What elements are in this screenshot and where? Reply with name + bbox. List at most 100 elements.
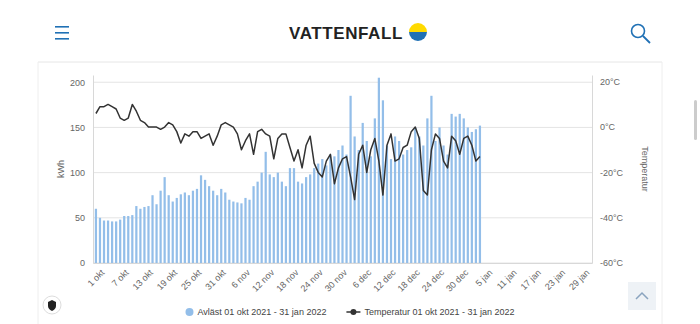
tick: 24 nov bbox=[299, 263, 326, 294]
bar bbox=[402, 155, 404, 263]
bar bbox=[111, 221, 113, 263]
bar bbox=[168, 195, 170, 263]
bar bbox=[172, 202, 174, 263]
bar bbox=[224, 193, 226, 264]
y-axis: 050100150200 bbox=[70, 76, 94, 269]
menu-icon-line bbox=[55, 38, 69, 40]
bar bbox=[479, 126, 481, 263]
bar bbox=[265, 152, 267, 263]
tick-label: 0 bbox=[80, 258, 85, 268]
tick-label: 30 nov bbox=[323, 267, 350, 294]
bar bbox=[317, 164, 319, 263]
bar-series bbox=[95, 78, 481, 263]
bar bbox=[123, 216, 125, 263]
tick: 12 dec bbox=[371, 263, 398, 294]
bar bbox=[164, 177, 166, 263]
bar bbox=[159, 191, 161, 263]
plot-area bbox=[95, 78, 481, 263]
tick: -40°C bbox=[592, 213, 624, 223]
bar bbox=[135, 206, 137, 263]
tick: 24 dec bbox=[420, 263, 447, 294]
bar bbox=[200, 175, 202, 263]
tick: 1 okt bbox=[86, 263, 107, 288]
tick-label: 7 okt bbox=[110, 267, 131, 288]
line bbox=[96, 104, 480, 199]
tick-label: 23 jan bbox=[543, 267, 567, 291]
tick: 18 dec bbox=[396, 263, 423, 294]
bar bbox=[257, 182, 259, 263]
bar bbox=[285, 186, 287, 263]
bar bbox=[325, 165, 327, 263]
button-background bbox=[628, 282, 656, 310]
tick-label: 19 okt bbox=[155, 267, 180, 292]
bar bbox=[232, 202, 234, 263]
tick-label: 20°C bbox=[600, 77, 621, 87]
bar bbox=[252, 186, 254, 263]
privacy-badge[interactable] bbox=[43, 296, 61, 314]
bar bbox=[410, 147, 412, 263]
bar bbox=[467, 127, 469, 263]
tick-label: 17 jan bbox=[519, 267, 543, 291]
x-axis: 1 okt7 okt13 okt19 okt25 okt31 okt6 nov1… bbox=[86, 263, 593, 294]
y-axis-title: kWh bbox=[56, 160, 66, 178]
bar bbox=[414, 127, 416, 263]
bar bbox=[127, 216, 129, 263]
bar bbox=[155, 204, 157, 263]
grid-line bbox=[93, 82, 592, 83]
badge-circle bbox=[43, 296, 61, 314]
tick: 25 okt bbox=[179, 263, 204, 292]
tick-label: 0°C bbox=[600, 122, 616, 132]
bar bbox=[459, 114, 461, 263]
tick-label: 18 nov bbox=[274, 267, 301, 294]
tick-label: 150 bbox=[70, 123, 85, 133]
bar bbox=[208, 186, 210, 263]
search-button[interactable] bbox=[632, 25, 651, 44]
bar bbox=[212, 191, 214, 263]
bar bbox=[236, 202, 238, 263]
tick: 12 nov bbox=[250, 263, 277, 294]
bar bbox=[438, 127, 440, 263]
tick: 18 nov bbox=[274, 263, 301, 294]
bar bbox=[333, 156, 335, 263]
tick-label: 200 bbox=[70, 78, 85, 88]
tick-label: 5 jan bbox=[474, 267, 495, 288]
bar bbox=[216, 195, 218, 263]
tick-label: -20°C bbox=[600, 168, 624, 178]
menu-button[interactable] bbox=[55, 26, 69, 40]
tick: 30 dec bbox=[444, 263, 471, 294]
tick-label: 1 okt bbox=[86, 267, 107, 288]
axis-line bbox=[93, 76, 94, 264]
bar bbox=[305, 177, 307, 263]
page: VATTENFALL050100150200-60°C-40°C-20°C0°C… bbox=[0, 0, 700, 324]
tick-label: -60°C bbox=[600, 258, 624, 268]
legend-symbol bbox=[185, 308, 193, 316]
bar bbox=[289, 168, 291, 263]
legend: Avläst 01 okt 2021 - 31 jan 2022 Temperat… bbox=[185, 307, 514, 317]
bar bbox=[151, 195, 153, 263]
menu-icon-line bbox=[55, 26, 69, 28]
badge-icon bbox=[48, 300, 56, 311]
bar bbox=[220, 189, 222, 263]
legend-item: Avläst 01 okt 2021 - 31 jan 2022 bbox=[185, 307, 326, 317]
bar bbox=[103, 221, 105, 263]
legend-label: Temperatur 01 okt 2021 - 31 jan 2022 bbox=[364, 307, 514, 317]
bar bbox=[430, 96, 432, 263]
tick: 6 nov bbox=[229, 263, 252, 290]
tick: -20°C bbox=[592, 168, 624, 178]
tick-label: 31 okt bbox=[203, 267, 228, 292]
tick: 11 jan bbox=[495, 263, 519, 291]
y2-axis-title: Temperatur bbox=[640, 146, 650, 192]
bar bbox=[107, 221, 109, 263]
tick: 23 jan bbox=[543, 263, 567, 292]
bar bbox=[366, 141, 368, 263]
tick: 6 dec bbox=[351, 263, 374, 290]
bar bbox=[301, 183, 303, 263]
scroll-top-button[interactable] bbox=[628, 282, 656, 310]
search-icon-lens bbox=[632, 25, 645, 38]
bar bbox=[406, 150, 408, 263]
tick-label: 18 dec bbox=[396, 267, 423, 294]
bar bbox=[434, 141, 436, 263]
tick: 20°C bbox=[592, 77, 621, 87]
bar bbox=[471, 132, 473, 263]
tick-label: 50 bbox=[75, 213, 85, 223]
